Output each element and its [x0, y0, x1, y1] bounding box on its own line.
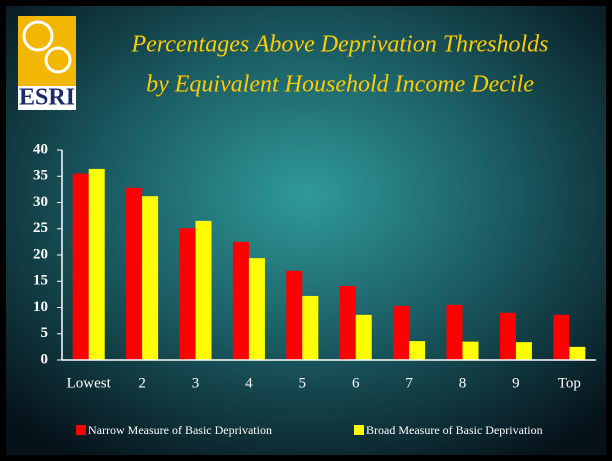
y-tick-label: 10	[33, 299, 48, 315]
bar	[286, 270, 303, 360]
bar	[409, 341, 426, 360]
bar	[232, 241, 249, 360]
logo: ESRI	[18, 16, 76, 111]
x-tick-label: 5	[299, 375, 307, 391]
bar	[355, 314, 372, 360]
bar	[142, 196, 159, 360]
legend-label: Narrow Measure of Basic Deprivation	[88, 423, 272, 437]
bar	[553, 314, 570, 360]
bar	[248, 258, 265, 360]
bar	[179, 228, 196, 360]
logo-text: ESRI	[19, 85, 75, 111]
bar	[499, 312, 516, 360]
y-tick-label: 25	[33, 220, 48, 236]
logo-swirl	[22, 20, 54, 52]
x-tick-label: 7	[405, 375, 413, 391]
x-tick-label: Top	[558, 375, 581, 391]
y-tick-label: 30	[33, 194, 48, 210]
x-tick-label: Lowest	[67, 375, 112, 391]
x-tick-label: 6	[352, 375, 360, 391]
x-tick-label: 9	[512, 375, 520, 391]
bar	[88, 168, 105, 360]
chart-title: by Equivalent Household Income Decile	[146, 72, 534, 98]
bar	[195, 220, 212, 360]
chart-title: Percentages Above Deprivation Thresholds	[130, 32, 548, 58]
y-tick-label: 15	[33, 273, 48, 289]
y-tick-label: 35	[33, 168, 48, 184]
bar	[126, 187, 143, 360]
bar	[393, 305, 410, 360]
legend-label: Broad Measure of Basic Deprivation	[366, 423, 543, 437]
logo-swirl	[44, 46, 72, 74]
x-tick-label: 3	[192, 375, 200, 391]
x-tick-label: 4	[245, 375, 253, 391]
y-tick-label: 5	[41, 325, 49, 341]
background	[6, 6, 606, 455]
bar	[339, 285, 356, 360]
bar	[462, 341, 479, 360]
legend-swatch	[354, 425, 364, 435]
bar	[446, 304, 463, 360]
bar	[72, 173, 89, 360]
bar	[569, 346, 586, 360]
y-tick-label: 40	[33, 141, 48, 157]
y-tick-label: 0	[41, 351, 49, 367]
x-tick-label: 8	[459, 375, 467, 391]
plot: 0 5 10 15 20 25 30 35 40 Lowest 2 3 4 5 6 7 8 9 Top Narrow …	[33, 141, 596, 437]
bar	[515, 342, 532, 360]
logo-plate	[18, 86, 76, 110]
bar	[302, 295, 319, 360]
legend-swatch	[76, 425, 86, 435]
x-tick-label: 2	[138, 375, 146, 391]
y-tick-label: 20	[33, 246, 48, 262]
